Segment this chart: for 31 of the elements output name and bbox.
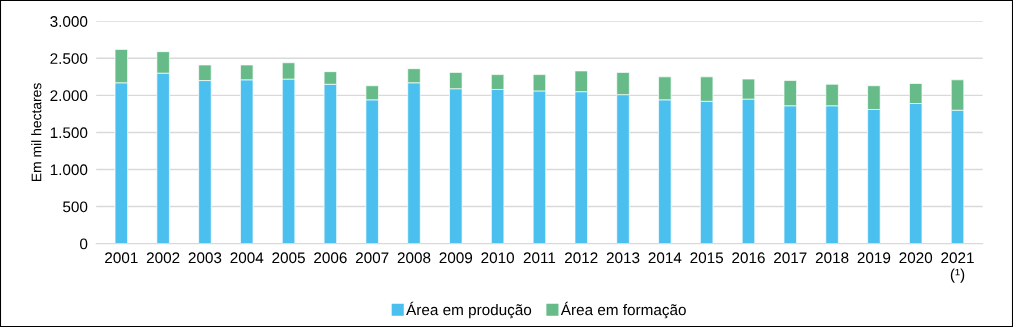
y-tick-label: 2.000 xyxy=(50,90,88,102)
x-tick-label: 2008 xyxy=(397,252,431,264)
x-tick-label: 2011 xyxy=(523,252,556,264)
x-tick-label: 2002 xyxy=(146,252,180,264)
x-tick-label: 2007 xyxy=(355,252,389,264)
x-tick-label: 2019 xyxy=(857,252,891,264)
x-tick-label: 2015 xyxy=(690,252,724,264)
x-tick-label: 2005 xyxy=(272,252,305,264)
x-tick-label: 2010 xyxy=(481,252,515,264)
x-tick-label: 2017 xyxy=(774,252,807,264)
x-tick-label: 2006 xyxy=(314,252,347,264)
x-tick-label: 2012 xyxy=(565,252,598,264)
y-tick-label: 1.000 xyxy=(50,164,88,176)
x-tick-label: 2013 xyxy=(606,252,640,264)
y-tick-label: 500 xyxy=(63,201,88,213)
x-tick-label: 2014 xyxy=(648,252,682,264)
y-tick-label: 3.000 xyxy=(50,16,88,27)
x-tick-label: 2003 xyxy=(188,252,222,264)
y-tick-label: 0 xyxy=(80,238,88,250)
x-tick-label: 2004 xyxy=(230,252,264,264)
x-tick-label: 2009 xyxy=(439,252,473,264)
x-tick-label: 2021 (¹) xyxy=(941,252,974,283)
y-tick-label: 1.500 xyxy=(50,127,88,139)
x-tick-label: 2016 xyxy=(732,252,765,264)
y-tick-label: 2.500 xyxy=(50,53,88,64)
y-axis-title: Em mil hectares xyxy=(31,83,42,182)
legend-label: Área em produção xyxy=(406,301,532,319)
x-tick-label: 2018 xyxy=(815,252,849,264)
legend-label: Área em formação xyxy=(560,301,686,319)
x-tick-label: 2001 xyxy=(105,252,138,264)
x-tick-label: 2020 xyxy=(899,252,933,264)
